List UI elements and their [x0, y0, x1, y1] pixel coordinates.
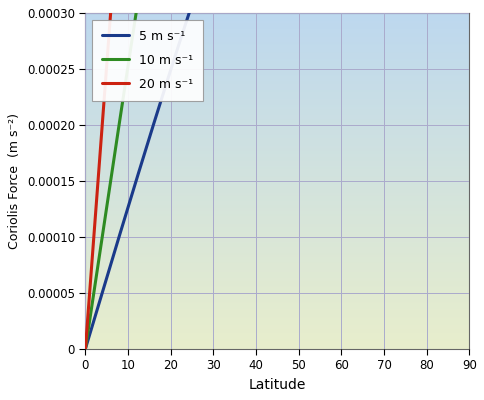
- Y-axis label: Coriolis Force  (m s⁻²): Coriolis Force (m s⁻²): [8, 113, 21, 249]
- 20 m s⁻¹: [82, 346, 88, 351]
- Line: 10 m s⁻¹: 10 m s⁻¹: [85, 0, 468, 349]
- 5 m s⁻¹: [121, 216, 127, 221]
- Line: 5 m s⁻¹: 5 m s⁻¹: [85, 0, 468, 349]
- 10 m s⁻¹: [121, 86, 127, 91]
- Legend: 5 m s⁻¹, 10 m s⁻¹, 20 m s⁻¹: 5 m s⁻¹, 10 m s⁻¹, 20 m s⁻¹: [91, 20, 203, 101]
- 10 m s⁻¹: [82, 346, 88, 351]
- X-axis label: Latitude: Latitude: [248, 378, 305, 392]
- 5 m s⁻¹: [82, 346, 88, 351]
- Line: 20 m s⁻¹: 20 m s⁻¹: [85, 0, 468, 349]
